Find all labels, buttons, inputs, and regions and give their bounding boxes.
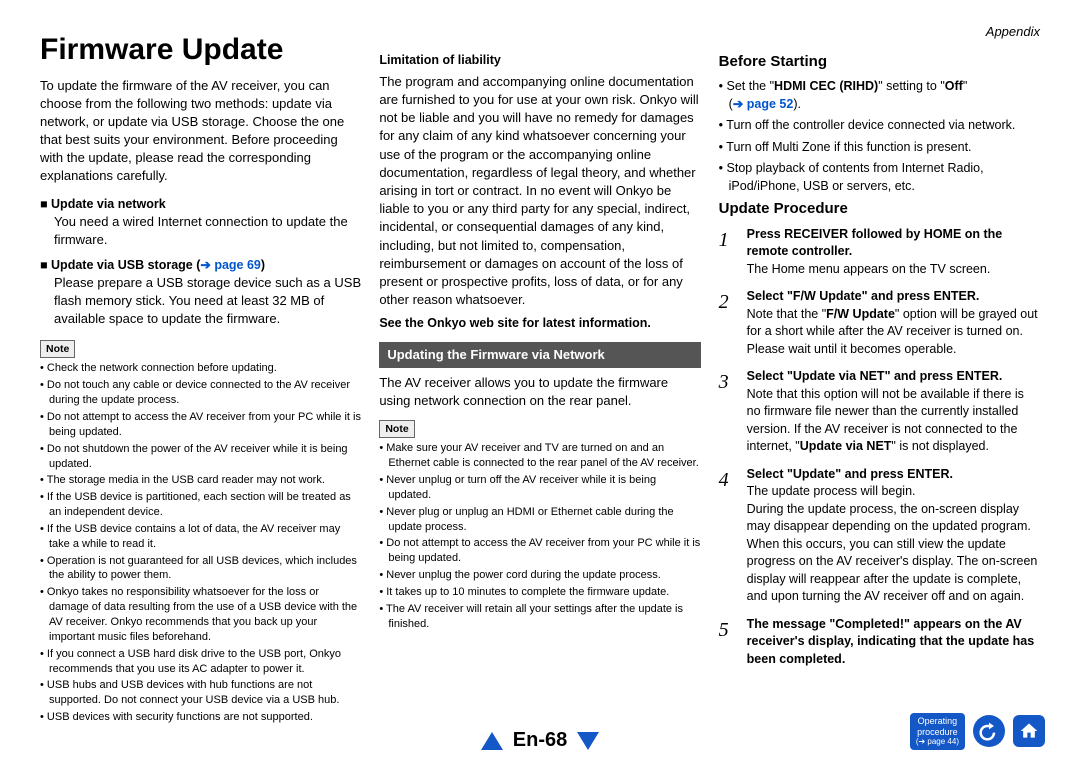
footer-right: Operating procedure (➔ page 44)	[910, 713, 1045, 750]
page-title: Firmware Update	[40, 30, 361, 71]
note-item: Operation is not guaranteed for all USB …	[40, 554, 361, 584]
step-bold-inline: Update via NET	[800, 439, 892, 453]
step-bold: Select "Update via NET" and press ENTER.	[747, 369, 1003, 383]
note-label-2: Note	[379, 420, 414, 438]
step-2: 2 Select "F/W Update" and press ENTER. N…	[719, 288, 1040, 358]
note-item: Never unplug the power cord during the u…	[379, 568, 700, 583]
next-page-icon[interactable]	[577, 732, 599, 750]
step-text: The Home menu appears on the TV screen.	[747, 262, 991, 276]
note-item: Make sure your AV receiver and TV are tu…	[379, 441, 700, 471]
page-content: Firmware Update To update the firmware o…	[0, 0, 1080, 777]
step-number: 3	[719, 368, 737, 456]
before-item: Turn off Multi Zone if this function is …	[719, 139, 1040, 157]
badge-line: procedure	[916, 727, 959, 738]
step-bold: The message "Completed!" appears on the …	[747, 617, 1035, 666]
liability-body: The program and accompanying online docu…	[379, 73, 700, 309]
note-item: The AV receiver will retain all your set…	[379, 602, 700, 632]
step-5: 5 The message "Completed!" appears on th…	[719, 616, 1040, 669]
note-item: If the USB device is partitioned, each s…	[40, 490, 361, 520]
note-item: Never unplug or turn off the AV receiver…	[379, 473, 700, 503]
prev-page-icon[interactable]	[481, 732, 503, 750]
badge-link: ➔ page 44	[918, 737, 956, 746]
step-text: Note that the "	[747, 307, 827, 321]
note-item: The storage media in the USB card reader…	[40, 473, 361, 488]
undo-arrow-icon	[979, 721, 999, 741]
column-3: Before Starting Set the "HDMI CEC (RIHD)…	[719, 30, 1040, 727]
page-link-69[interactable]: ➔ page 69	[200, 258, 261, 272]
usb-head-close: )	[261, 258, 265, 272]
step-number: 4	[719, 466, 737, 606]
step-1: 1 Press RECEIVER followed by HOME on the…	[719, 226, 1040, 279]
section-bar-network: Updating the Firmware via Network	[379, 342, 700, 368]
note-item: Do not attempt to access the AV receiver…	[40, 410, 361, 440]
update-network-heading: Update via network	[40, 196, 361, 213]
note-item: It takes up to 10 minutes to complete th…	[379, 585, 700, 600]
step-bold: Select "Update" and press ENTER.	[747, 467, 953, 481]
note-item: Do not touch any cable or device connect…	[40, 378, 361, 408]
page-link-52[interactable]: ➔ page 52	[733, 97, 794, 111]
column-1: Firmware Update To update the firmware o…	[40, 30, 361, 727]
before-item-hdmi: Set the "HDMI CEC (RIHD)" setting to "Of…	[719, 78, 1040, 113]
step-number: 1	[719, 226, 737, 279]
network-body: The AV receiver allows you to update the…	[379, 374, 700, 410]
update-usb-heading: Update via USB storage (➔ page 69)	[40, 257, 361, 274]
column-2: Limitation of liability The program and …	[379, 30, 700, 727]
back-button[interactable]	[973, 715, 1005, 747]
notes-list-1: Check the network connection before upda…	[40, 361, 361, 724]
step-bold-inline: F/W Update	[826, 307, 895, 321]
before-starting-heading: Before Starting	[719, 52, 1040, 72]
step-bold: Press RECEIVER followed by HOME on the r…	[747, 227, 1003, 259]
note-item: USB hubs and USB devices with hub functi…	[40, 678, 361, 708]
appendix-label: Appendix	[986, 24, 1040, 39]
note-item: Onkyo takes no responsibility whatsoever…	[40, 585, 361, 644]
liability-heading: Limitation of liability	[379, 52, 700, 69]
page-number: En-68	[513, 729, 567, 752]
step-3: 3 Select "Update via NET" and press ENTE…	[719, 368, 1040, 456]
see-website: See the Onkyo web site for latest inform…	[379, 315, 700, 332]
home-button[interactable]	[1013, 715, 1045, 747]
badge-line: Operating	[916, 716, 959, 727]
before-item: Stop playback of contents from Internet …	[719, 160, 1040, 195]
note-item: USB devices with security functions are …	[40, 710, 361, 725]
operating-procedure-badge[interactable]: Operating procedure (➔ page 44)	[910, 713, 965, 750]
step-text: " is not displayed.	[891, 439, 989, 453]
note-label: Note	[40, 340, 75, 358]
note-item: Never plug or unplug an HDMI or Ethernet…	[379, 505, 700, 535]
procedure-heading: Update Procedure	[719, 199, 1040, 219]
step-number: 5	[719, 616, 737, 669]
step-bold: Select "F/W Update" and press ENTER.	[747, 289, 980, 303]
update-usb-body: Please prepare a USB storage device such…	[54, 274, 361, 329]
step-text: During the update process, the on-screen…	[747, 502, 1038, 604]
home-icon	[1019, 721, 1039, 741]
usb-head-text: Update via USB storage (	[51, 258, 200, 272]
update-network-body: You need a wired Internet connection to …	[54, 213, 361, 249]
note-item: Do not attempt to access the AV receiver…	[379, 536, 700, 566]
intro-text: To update the firmware of the AV receive…	[40, 77, 361, 186]
note-item: Check the network connection before upda…	[40, 361, 361, 376]
step-number: 2	[719, 288, 737, 358]
before-starting-list: Set the "HDMI CEC (RIHD)" setting to "Of…	[719, 78, 1040, 195]
note-item: If you connect a USB hard disk drive to …	[40, 647, 361, 677]
before-item: Turn off the controller device connected…	[719, 117, 1040, 135]
note-item: Do not shutdown the power of the AV rece…	[40, 442, 361, 472]
notes-list-2: Make sure your AV receiver and TV are tu…	[379, 441, 700, 631]
note-item: If the USB device contains a lot of data…	[40, 522, 361, 552]
step-4: 4 Select "Update" and press ENTER. The u…	[719, 466, 1040, 606]
step-text: The update process will begin.	[747, 484, 916, 498]
